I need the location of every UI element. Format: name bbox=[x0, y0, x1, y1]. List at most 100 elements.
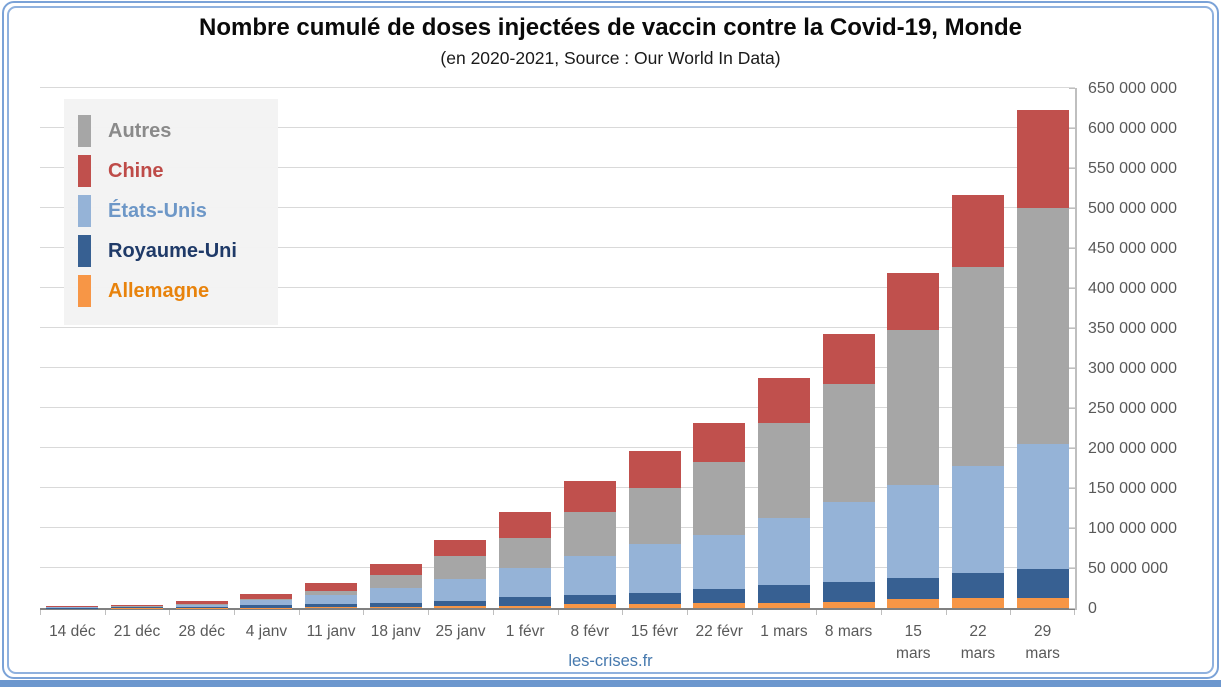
bar-slot bbox=[105, 88, 170, 608]
y-tick-label: 50 000 000 bbox=[1088, 560, 1169, 577]
bar-segment-allemagne bbox=[499, 605, 552, 608]
bar-segment-royaume-uni bbox=[240, 605, 293, 608]
y-tick-mark bbox=[1069, 367, 1077, 369]
bar-segment-royaume-uni bbox=[369, 602, 422, 607]
chine-swatch bbox=[78, 155, 91, 187]
bar-segment-allemagne bbox=[434, 605, 487, 608]
bar-segment-tats-unis bbox=[628, 543, 681, 593]
bar-segment-tats-unis bbox=[499, 568, 552, 598]
bar-segment-chine bbox=[951, 195, 1004, 268]
x-tick-label: 4 janv bbox=[245, 623, 288, 640]
y-tick-label: 200 000 000 bbox=[1088, 440, 1177, 457]
chart-title: Nombre cumulé de doses injectées de vacc… bbox=[199, 14, 1022, 41]
x-tick-mark bbox=[298, 610, 300, 615]
bar-segment-chine bbox=[305, 583, 358, 591]
bar-segment-chine bbox=[175, 600, 228, 605]
legend-label-etats-unis: États-Unis bbox=[108, 199, 207, 222]
y-tick-label: 300 000 000 bbox=[1088, 360, 1177, 377]
bar-segment-autres bbox=[887, 330, 940, 486]
x-tick-mark bbox=[169, 610, 171, 615]
x-tick-mark bbox=[428, 610, 430, 615]
x-tick-label: 21 déc bbox=[113, 623, 161, 640]
bar-segment-royaume-uni bbox=[175, 606, 228, 608]
y-tick-mark bbox=[1069, 287, 1077, 289]
bar-segment-autres bbox=[1016, 208, 1069, 444]
x-tick-mark bbox=[880, 610, 882, 615]
x-tick-mark bbox=[557, 610, 559, 615]
bar-slot bbox=[946, 88, 1011, 608]
y-tick-label: 350 000 000 bbox=[1088, 320, 1177, 337]
bar-segment-tats-unis bbox=[887, 485, 940, 579]
bar-segment-tats-unis bbox=[175, 604, 228, 607]
bar-segment-royaume-uni bbox=[499, 597, 552, 606]
y-tick-mark bbox=[1069, 407, 1077, 409]
bar-segment-tats-unis bbox=[111, 606, 164, 608]
bar-segment-chine bbox=[563, 480, 616, 512]
legend-label-allemagne: Allemagne bbox=[108, 279, 210, 302]
bar-segment-allemagne bbox=[628, 604, 681, 608]
bar-segment-chine bbox=[822, 333, 875, 385]
bar-segment-autres bbox=[951, 267, 1004, 466]
y-tick-mark bbox=[1069, 167, 1077, 169]
site-credit-link[interactable]: les-crises.fr bbox=[568, 652, 653, 670]
stacked-bar bbox=[887, 273, 940, 608]
bar-segment-tats-unis bbox=[822, 501, 875, 583]
bar-segment-royaume-uni bbox=[951, 573, 1004, 599]
stacked-bar bbox=[628, 451, 681, 608]
legend-item-allemagne: Allemagne bbox=[78, 271, 278, 311]
stacked-bar bbox=[822, 333, 875, 608]
y-tick-label: 650 000 000 bbox=[1088, 80, 1177, 97]
bar-slot bbox=[234, 88, 299, 608]
bar-segment-chine bbox=[757, 378, 810, 423]
y-tick-label: 550 000 000 bbox=[1088, 160, 1177, 177]
y-tick-label: 0 bbox=[1088, 600, 1097, 617]
x-tick-mark bbox=[492, 610, 494, 615]
bar-segment-autres bbox=[175, 604, 228, 605]
bar-segment-tats-unis bbox=[240, 600, 293, 606]
x-tick-mark bbox=[104, 610, 106, 615]
gridline bbox=[40, 167, 1075, 168]
x-tick-label: 1 mars bbox=[760, 623, 808, 640]
y-tick-mark bbox=[1069, 327, 1077, 329]
bar-segment-royaume-uni bbox=[1016, 569, 1069, 598]
bar-segment-autres bbox=[628, 488, 681, 544]
legend-item-autres: Autres bbox=[78, 111, 278, 151]
bar-segment-royaume-uni bbox=[822, 582, 875, 602]
bar-segment-royaume-uni bbox=[305, 604, 358, 608]
y-tick-label: 600 000 000 bbox=[1088, 120, 1177, 137]
bar-segment-chine bbox=[46, 606, 99, 608]
bar-segment-tats-unis bbox=[693, 534, 746, 590]
x-tick-label: 28 déc bbox=[178, 623, 225, 640]
bar-segment-chine bbox=[240, 594, 293, 599]
x-tick-mark bbox=[945, 610, 947, 615]
x-tick-label: 25 janv bbox=[435, 623, 486, 640]
x-tick-mark bbox=[686, 610, 688, 615]
gridline bbox=[40, 247, 1075, 248]
plot-area bbox=[40, 87, 1075, 610]
bars-container bbox=[40, 88, 1075, 608]
stacked-bar bbox=[111, 604, 164, 608]
bar-slot bbox=[1010, 88, 1075, 608]
x-tick-mark bbox=[1010, 610, 1012, 615]
bar-slot bbox=[687, 88, 752, 608]
bar-segment-autres bbox=[305, 590, 358, 595]
stacked-bar bbox=[240, 594, 293, 608]
x-tick-mark bbox=[234, 610, 236, 615]
gridline bbox=[40, 487, 1075, 488]
bar-segment-chine bbox=[693, 422, 746, 462]
stacked-bar bbox=[1016, 109, 1069, 608]
y-tick-label: 150 000 000 bbox=[1088, 480, 1177, 497]
x-tick-label: 18 janv bbox=[370, 623, 421, 640]
y-tick-mark bbox=[1069, 127, 1077, 129]
legend-item-royaume-uni: Royaume-Uni bbox=[78, 231, 278, 271]
x-tick-label: 8 févr bbox=[570, 623, 610, 640]
bar-segment-chine bbox=[628, 451, 681, 489]
bar-slot bbox=[428, 88, 493, 608]
bar-segment-allemagne bbox=[757, 602, 810, 608]
bar-segment-tats-unis bbox=[563, 556, 616, 595]
x-tick-mark bbox=[1074, 610, 1075, 615]
x-tick-mark bbox=[40, 610, 41, 615]
x-tick-label: 14 déc bbox=[49, 623, 96, 640]
gridline bbox=[40, 567, 1075, 568]
